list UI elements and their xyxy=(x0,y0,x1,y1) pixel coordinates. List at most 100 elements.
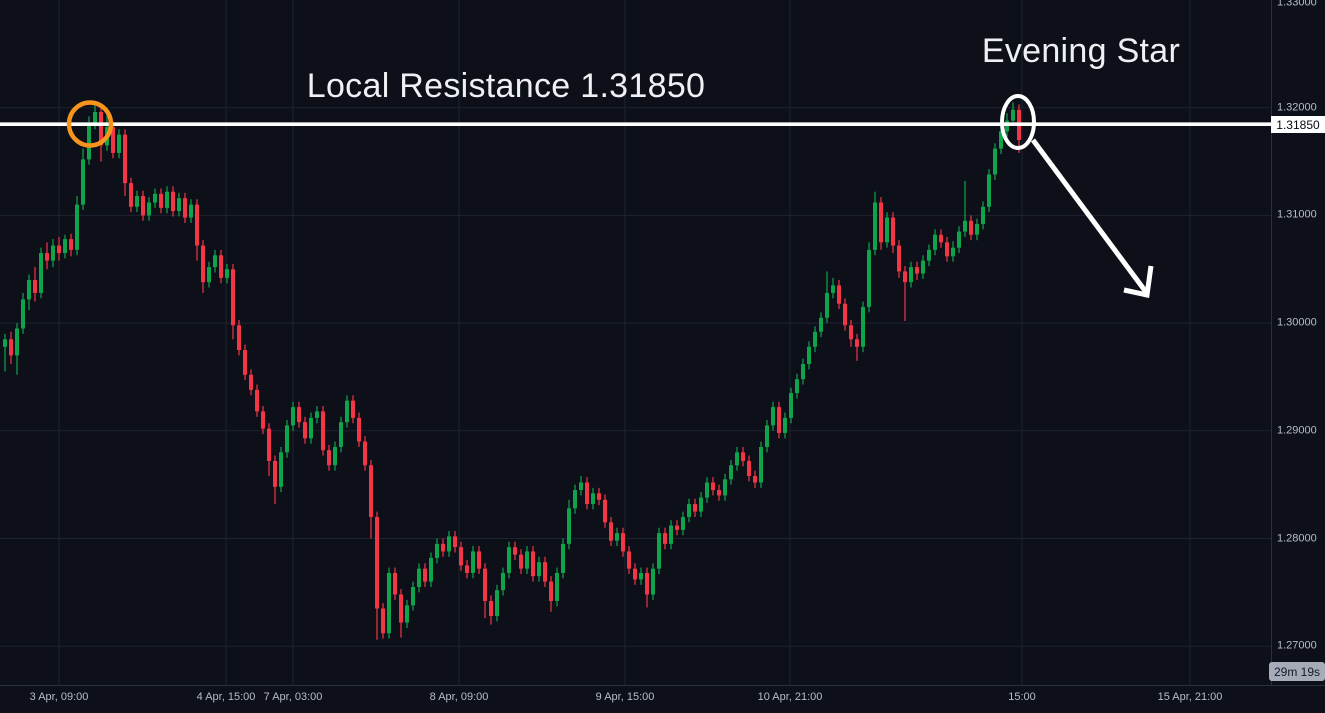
candle-body xyxy=(783,417,787,433)
candle-body xyxy=(453,536,457,548)
candle-body xyxy=(51,245,55,261)
candle-body xyxy=(261,411,265,429)
candle-body xyxy=(945,242,949,257)
candle-body xyxy=(429,557,433,582)
candle-body xyxy=(825,292,829,318)
time-axis-label: 3 Apr, 09:00 xyxy=(29,691,89,703)
candle-body xyxy=(141,196,145,216)
projection-arrow[interactable] xyxy=(1030,138,1154,299)
resistance-title[interactable]: Local Resistance 1.31850 xyxy=(306,67,706,105)
price-axis-label: 1.28000 xyxy=(1277,532,1317,544)
candle-body xyxy=(801,364,805,380)
candle-body xyxy=(219,255,223,278)
candle-body xyxy=(555,572,559,601)
candle-body xyxy=(159,193,163,208)
candle-body xyxy=(747,460,751,477)
candle-body xyxy=(15,328,19,356)
candle-body xyxy=(879,202,883,243)
candle-body xyxy=(873,202,877,250)
candle-body xyxy=(849,325,853,340)
candle-body xyxy=(585,482,589,505)
candle-body xyxy=(573,490,577,509)
candle-body xyxy=(621,533,625,552)
candle-body xyxy=(891,217,895,246)
candle-body xyxy=(387,572,391,634)
evening-star-ellipse[interactable] xyxy=(1000,94,1036,150)
candle-body xyxy=(249,374,253,390)
grid-layer xyxy=(0,0,1271,685)
candle-body xyxy=(645,572,649,595)
candle-body xyxy=(987,174,991,207)
candle-body xyxy=(867,249,871,307)
candle-body xyxy=(363,441,367,466)
candle-body xyxy=(729,465,733,480)
candle-body xyxy=(501,572,505,591)
candle-body xyxy=(933,234,937,250)
price-axis-label: 1.29000 xyxy=(1277,424,1317,437)
candle-body xyxy=(657,533,661,569)
candle-body xyxy=(903,271,907,283)
candle-body xyxy=(711,482,715,491)
candle-body xyxy=(927,249,931,261)
candle-body xyxy=(699,497,703,512)
candle-body xyxy=(309,417,313,439)
candle-body xyxy=(921,260,925,274)
candle-body xyxy=(117,134,121,153)
candle-body xyxy=(789,393,793,418)
candle-body xyxy=(21,299,25,329)
candle-body xyxy=(477,551,481,569)
candle-body xyxy=(351,400,355,418)
candle-body xyxy=(591,493,595,505)
candle-body xyxy=(615,533,619,541)
candle-body xyxy=(441,543,445,552)
candle-body xyxy=(951,247,955,257)
candle-body xyxy=(489,600,493,617)
candle-body xyxy=(831,285,835,293)
candle-body xyxy=(147,202,151,216)
candles-layer xyxy=(3,102,1021,640)
candle-body xyxy=(687,504,691,517)
candle-body xyxy=(531,551,535,577)
evening-star-title[interactable]: Evening Star xyxy=(981,32,1181,70)
candle-body xyxy=(177,198,181,212)
candle-body xyxy=(57,245,61,254)
candle-body xyxy=(495,590,499,617)
candle-body xyxy=(939,234,943,243)
candle-body xyxy=(321,411,325,451)
candle-body xyxy=(777,407,781,433)
price-axis-label: 1.32000 xyxy=(1277,101,1317,114)
candle-body xyxy=(357,417,361,442)
candle-body xyxy=(705,482,709,498)
candle-body xyxy=(639,572,643,580)
candle-body xyxy=(663,533,667,544)
time-axis-label: 8 Apr, 09:00 xyxy=(429,691,489,703)
candle-body xyxy=(741,452,745,461)
candle-body xyxy=(519,554,523,569)
candle-body xyxy=(201,245,205,283)
candle-body xyxy=(447,536,451,552)
candle-body xyxy=(795,379,799,394)
candle-body xyxy=(381,608,385,634)
resistance-touch-circle[interactable] xyxy=(66,100,114,148)
candle-body xyxy=(465,565,469,573)
candle-body xyxy=(855,339,859,347)
candle-body xyxy=(843,303,847,326)
candle-body xyxy=(111,127,115,153)
candle-body xyxy=(471,551,475,573)
candle-body xyxy=(405,605,409,623)
candle-body xyxy=(69,239,73,250)
candle-body xyxy=(723,479,727,496)
price-axis-label: 1.33000 xyxy=(1277,0,1317,9)
candle-body xyxy=(1011,109,1015,121)
candle-body xyxy=(609,522,613,541)
candle-body xyxy=(225,269,229,278)
candle-body xyxy=(837,285,841,304)
candle-body xyxy=(885,217,889,243)
candle-body xyxy=(45,253,49,261)
candle-body xyxy=(99,112,103,146)
candle-body xyxy=(9,339,13,356)
candle-body xyxy=(579,482,583,491)
time-axis-label: 4 Apr, 15:00 xyxy=(196,691,256,703)
